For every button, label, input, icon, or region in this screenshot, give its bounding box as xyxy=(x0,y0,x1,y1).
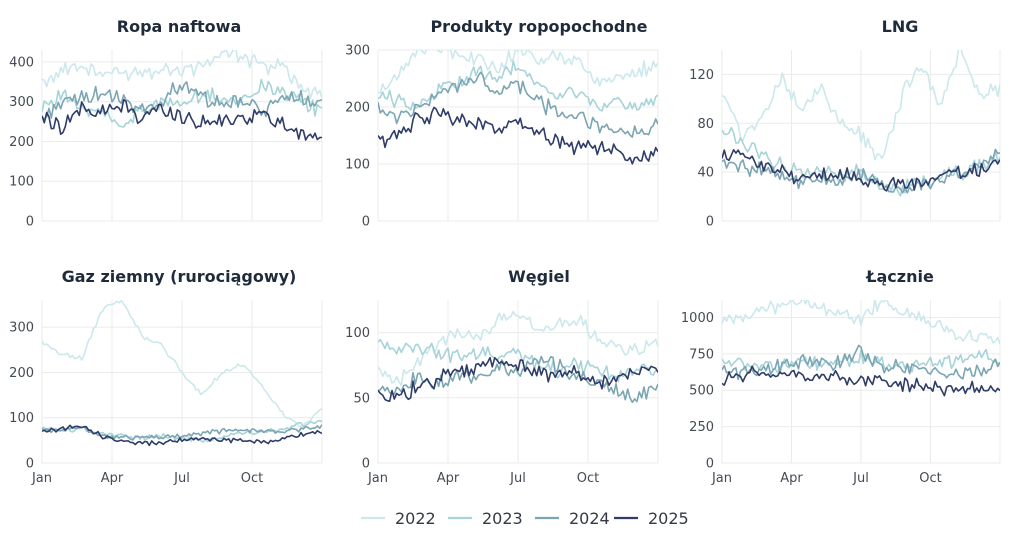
x-tick-label: Apr xyxy=(780,471,803,486)
series-line-2023 xyxy=(722,126,1000,197)
panel-0: Ropa naftowa 0 100 200 300 400 xyxy=(9,17,323,230)
series-line-2023 xyxy=(42,78,322,128)
series-line-2024 xyxy=(42,424,322,441)
series-line-2023 xyxy=(378,60,658,112)
legend-item-2025: 2025 xyxy=(614,509,689,528)
y-tick-label: 100 xyxy=(345,158,370,173)
series-line-2023 xyxy=(378,338,658,383)
series-line-2024 xyxy=(722,148,1000,194)
legend-label: 2023 xyxy=(482,509,523,528)
y-tick-label: 0 xyxy=(362,215,370,230)
series-line-2022 xyxy=(42,300,322,428)
x-tick-label: Jul xyxy=(852,471,869,486)
panel-title: LNG xyxy=(882,17,919,36)
y-tick-label: 200 xyxy=(9,135,34,150)
series-line-2024 xyxy=(722,344,1000,381)
series-line-2025 xyxy=(42,424,322,447)
y-tick-label: 100 xyxy=(9,411,34,426)
legend-item-2022: 2022 xyxy=(361,509,436,528)
x-tick-label: Oct xyxy=(919,471,941,486)
panel-title: Ropa naftowa xyxy=(117,17,242,36)
legend-label: 2022 xyxy=(395,509,436,528)
legend-item-2024: 2024 xyxy=(535,509,610,528)
y-tick-label: 120 xyxy=(689,68,714,83)
x-tick-label: Oct xyxy=(577,471,599,486)
legend-item-2023: 2023 xyxy=(448,509,523,528)
panel-title: Węgiel xyxy=(508,267,570,286)
y-tick-label: 100 xyxy=(345,326,370,341)
panel-title: Łącznie xyxy=(865,267,934,286)
panel-4: Węgiel 0 50 100 Jan Apr Jul Oct xyxy=(345,267,659,486)
panel-title: Produkty ropopochodne xyxy=(430,17,647,36)
legend-label: 2025 xyxy=(648,509,689,528)
panel-3: Gaz ziemny (rurociągowy) 0 100 200 300 Jan Apr… xyxy=(9,267,323,486)
y-tick-label: 750 xyxy=(689,347,714,362)
y-tick-label: 250 xyxy=(689,420,714,435)
series-line-2025 xyxy=(722,365,1000,397)
panel-1: Produkty ropopochodne 0 100 200 300 xyxy=(345,17,659,230)
y-tick-label: 0 xyxy=(706,457,714,472)
x-tick-label: Oct xyxy=(241,471,263,486)
y-tick-label: 300 xyxy=(9,321,34,336)
y-tick-label: 0 xyxy=(26,215,34,230)
series-line-2022 xyxy=(378,50,658,94)
series-line-2022 xyxy=(722,50,1000,161)
series-line-2022 xyxy=(42,50,322,100)
x-tick-label: Jan xyxy=(711,471,732,486)
x-tick-label: Jan xyxy=(367,471,388,486)
y-tick-label: 80 xyxy=(697,117,714,132)
y-tick-label: 0 xyxy=(362,457,370,472)
x-tick-label: Jul xyxy=(173,471,190,486)
y-tick-label: 0 xyxy=(26,457,34,472)
y-tick-label: 400 xyxy=(9,55,34,70)
series-line-2024 xyxy=(378,355,658,404)
y-tick-label: 100 xyxy=(9,175,34,190)
y-tick-label: 200 xyxy=(9,366,34,381)
y-tick-label: 200 xyxy=(345,101,370,116)
x-tick-label: Apr xyxy=(437,471,460,486)
panel-5: Łącznie 0 250 500 750 1000 Jan Apr Jul Oct xyxy=(681,267,1001,486)
series-line-2024 xyxy=(378,71,658,138)
y-tick-label: 300 xyxy=(345,44,370,59)
series-line-2025 xyxy=(378,106,658,165)
series-line-2025 xyxy=(378,356,658,402)
y-tick-label: 1000 xyxy=(681,311,714,326)
series-line-2025 xyxy=(722,149,1000,192)
y-tick-label: 40 xyxy=(697,166,714,181)
series-line-2024 xyxy=(42,81,322,121)
x-tick-label: Jan xyxy=(31,471,52,486)
y-tick-label: 0 xyxy=(706,215,714,230)
panel-2: LNG 0 40 80 120 xyxy=(689,17,1001,230)
series-line-2025 xyxy=(42,98,322,141)
legend-label: 2024 xyxy=(569,509,610,528)
y-tick-label: 300 xyxy=(9,95,34,110)
legend: 2022 2023 2024 2025 xyxy=(361,509,689,528)
x-tick-label: Jul xyxy=(509,471,526,486)
x-tick-label: Apr xyxy=(101,471,124,486)
y-tick-label: 50 xyxy=(353,391,370,406)
series-line-2022 xyxy=(722,300,1000,345)
y-tick-label: 500 xyxy=(689,384,714,399)
panel-title: Gaz ziemny (rurociągowy) xyxy=(62,267,297,286)
